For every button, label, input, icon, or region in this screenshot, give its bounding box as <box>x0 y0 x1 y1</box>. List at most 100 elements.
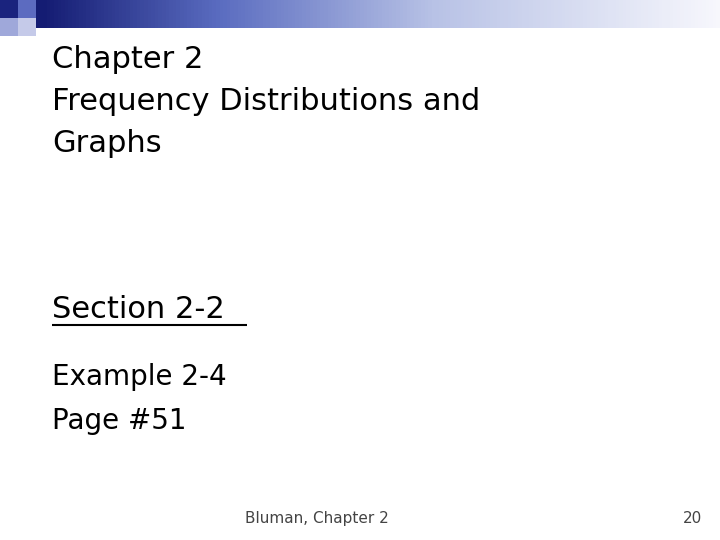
Bar <box>61 0 66 28</box>
Bar <box>414 0 418 28</box>
Bar <box>133 0 138 28</box>
Bar <box>443 0 447 28</box>
Bar <box>18 0 36 18</box>
Bar <box>115 0 120 28</box>
Bar <box>320 0 325 28</box>
Bar <box>148 0 152 28</box>
Bar <box>90 0 94 28</box>
Bar <box>302 0 307 28</box>
Bar <box>328 0 332 28</box>
Bar <box>580 0 584 28</box>
Bar <box>648 0 652 28</box>
Text: Example 2-4: Example 2-4 <box>52 363 227 391</box>
Bar <box>562 0 566 28</box>
Bar <box>666 0 670 28</box>
Bar <box>508 0 512 28</box>
Bar <box>76 0 80 28</box>
Bar <box>241 0 246 28</box>
Bar <box>497 0 501 28</box>
Bar <box>569 0 573 28</box>
Bar <box>623 0 627 28</box>
Bar <box>65 0 69 28</box>
Bar <box>616 0 620 28</box>
Bar <box>324 0 328 28</box>
Bar <box>256 0 260 28</box>
Bar <box>446 0 451 28</box>
Bar <box>634 0 638 28</box>
Bar <box>47 0 51 28</box>
Bar <box>126 0 130 28</box>
Bar <box>371 0 375 28</box>
Bar <box>14 0 19 28</box>
Bar <box>382 0 386 28</box>
Bar <box>533 0 537 28</box>
Bar <box>536 0 541 28</box>
Bar <box>191 0 195 28</box>
Bar <box>220 0 224 28</box>
Bar <box>83 0 87 28</box>
Bar <box>515 0 519 28</box>
Bar <box>608 0 613 28</box>
Bar <box>108 0 112 28</box>
Bar <box>104 0 109 28</box>
Bar <box>709 0 714 28</box>
Bar <box>346 0 350 28</box>
Bar <box>194 0 199 28</box>
Bar <box>198 0 202 28</box>
Bar <box>367 0 372 28</box>
Bar <box>173 0 177 28</box>
Bar <box>29 0 33 28</box>
Bar <box>583 0 588 28</box>
Bar <box>504 0 508 28</box>
Bar <box>605 0 609 28</box>
Bar <box>641 0 645 28</box>
Bar <box>353 0 357 28</box>
Bar <box>594 0 598 28</box>
Bar <box>335 0 339 28</box>
Bar <box>655 0 660 28</box>
Bar <box>680 0 685 28</box>
Bar <box>238 0 242 28</box>
Bar <box>364 0 368 28</box>
Text: Graphs: Graphs <box>52 129 161 158</box>
Bar <box>716 0 720 28</box>
Bar <box>482 0 487 28</box>
Bar <box>36 0 40 28</box>
Bar <box>216 0 220 28</box>
Text: Section 2-2: Section 2-2 <box>52 295 225 324</box>
Bar <box>18 0 22 28</box>
Bar <box>706 0 710 28</box>
Bar <box>389 0 393 28</box>
Bar <box>0 0 4 28</box>
Bar <box>266 0 271 28</box>
Bar <box>281 0 285 28</box>
Bar <box>558 0 562 28</box>
Bar <box>385 0 390 28</box>
Bar <box>554 0 559 28</box>
Bar <box>673 0 678 28</box>
Bar <box>565 0 570 28</box>
Bar <box>234 0 238 28</box>
Bar <box>490 0 494 28</box>
Bar <box>576 0 580 28</box>
Bar <box>518 0 523 28</box>
Bar <box>356 0 361 28</box>
Bar <box>223 0 228 28</box>
Bar <box>68 0 73 28</box>
Bar <box>349 0 354 28</box>
Bar <box>403 0 408 28</box>
Bar <box>0 0 18 18</box>
Bar <box>248 0 253 28</box>
Bar <box>551 0 555 28</box>
Bar <box>263 0 267 28</box>
Bar <box>151 0 156 28</box>
Bar <box>659 0 663 28</box>
Bar <box>547 0 552 28</box>
Bar <box>468 0 472 28</box>
Bar <box>50 0 55 28</box>
Bar <box>626 0 631 28</box>
Bar <box>259 0 264 28</box>
Bar <box>72 0 76 28</box>
Bar <box>252 0 256 28</box>
Bar <box>587 0 591 28</box>
